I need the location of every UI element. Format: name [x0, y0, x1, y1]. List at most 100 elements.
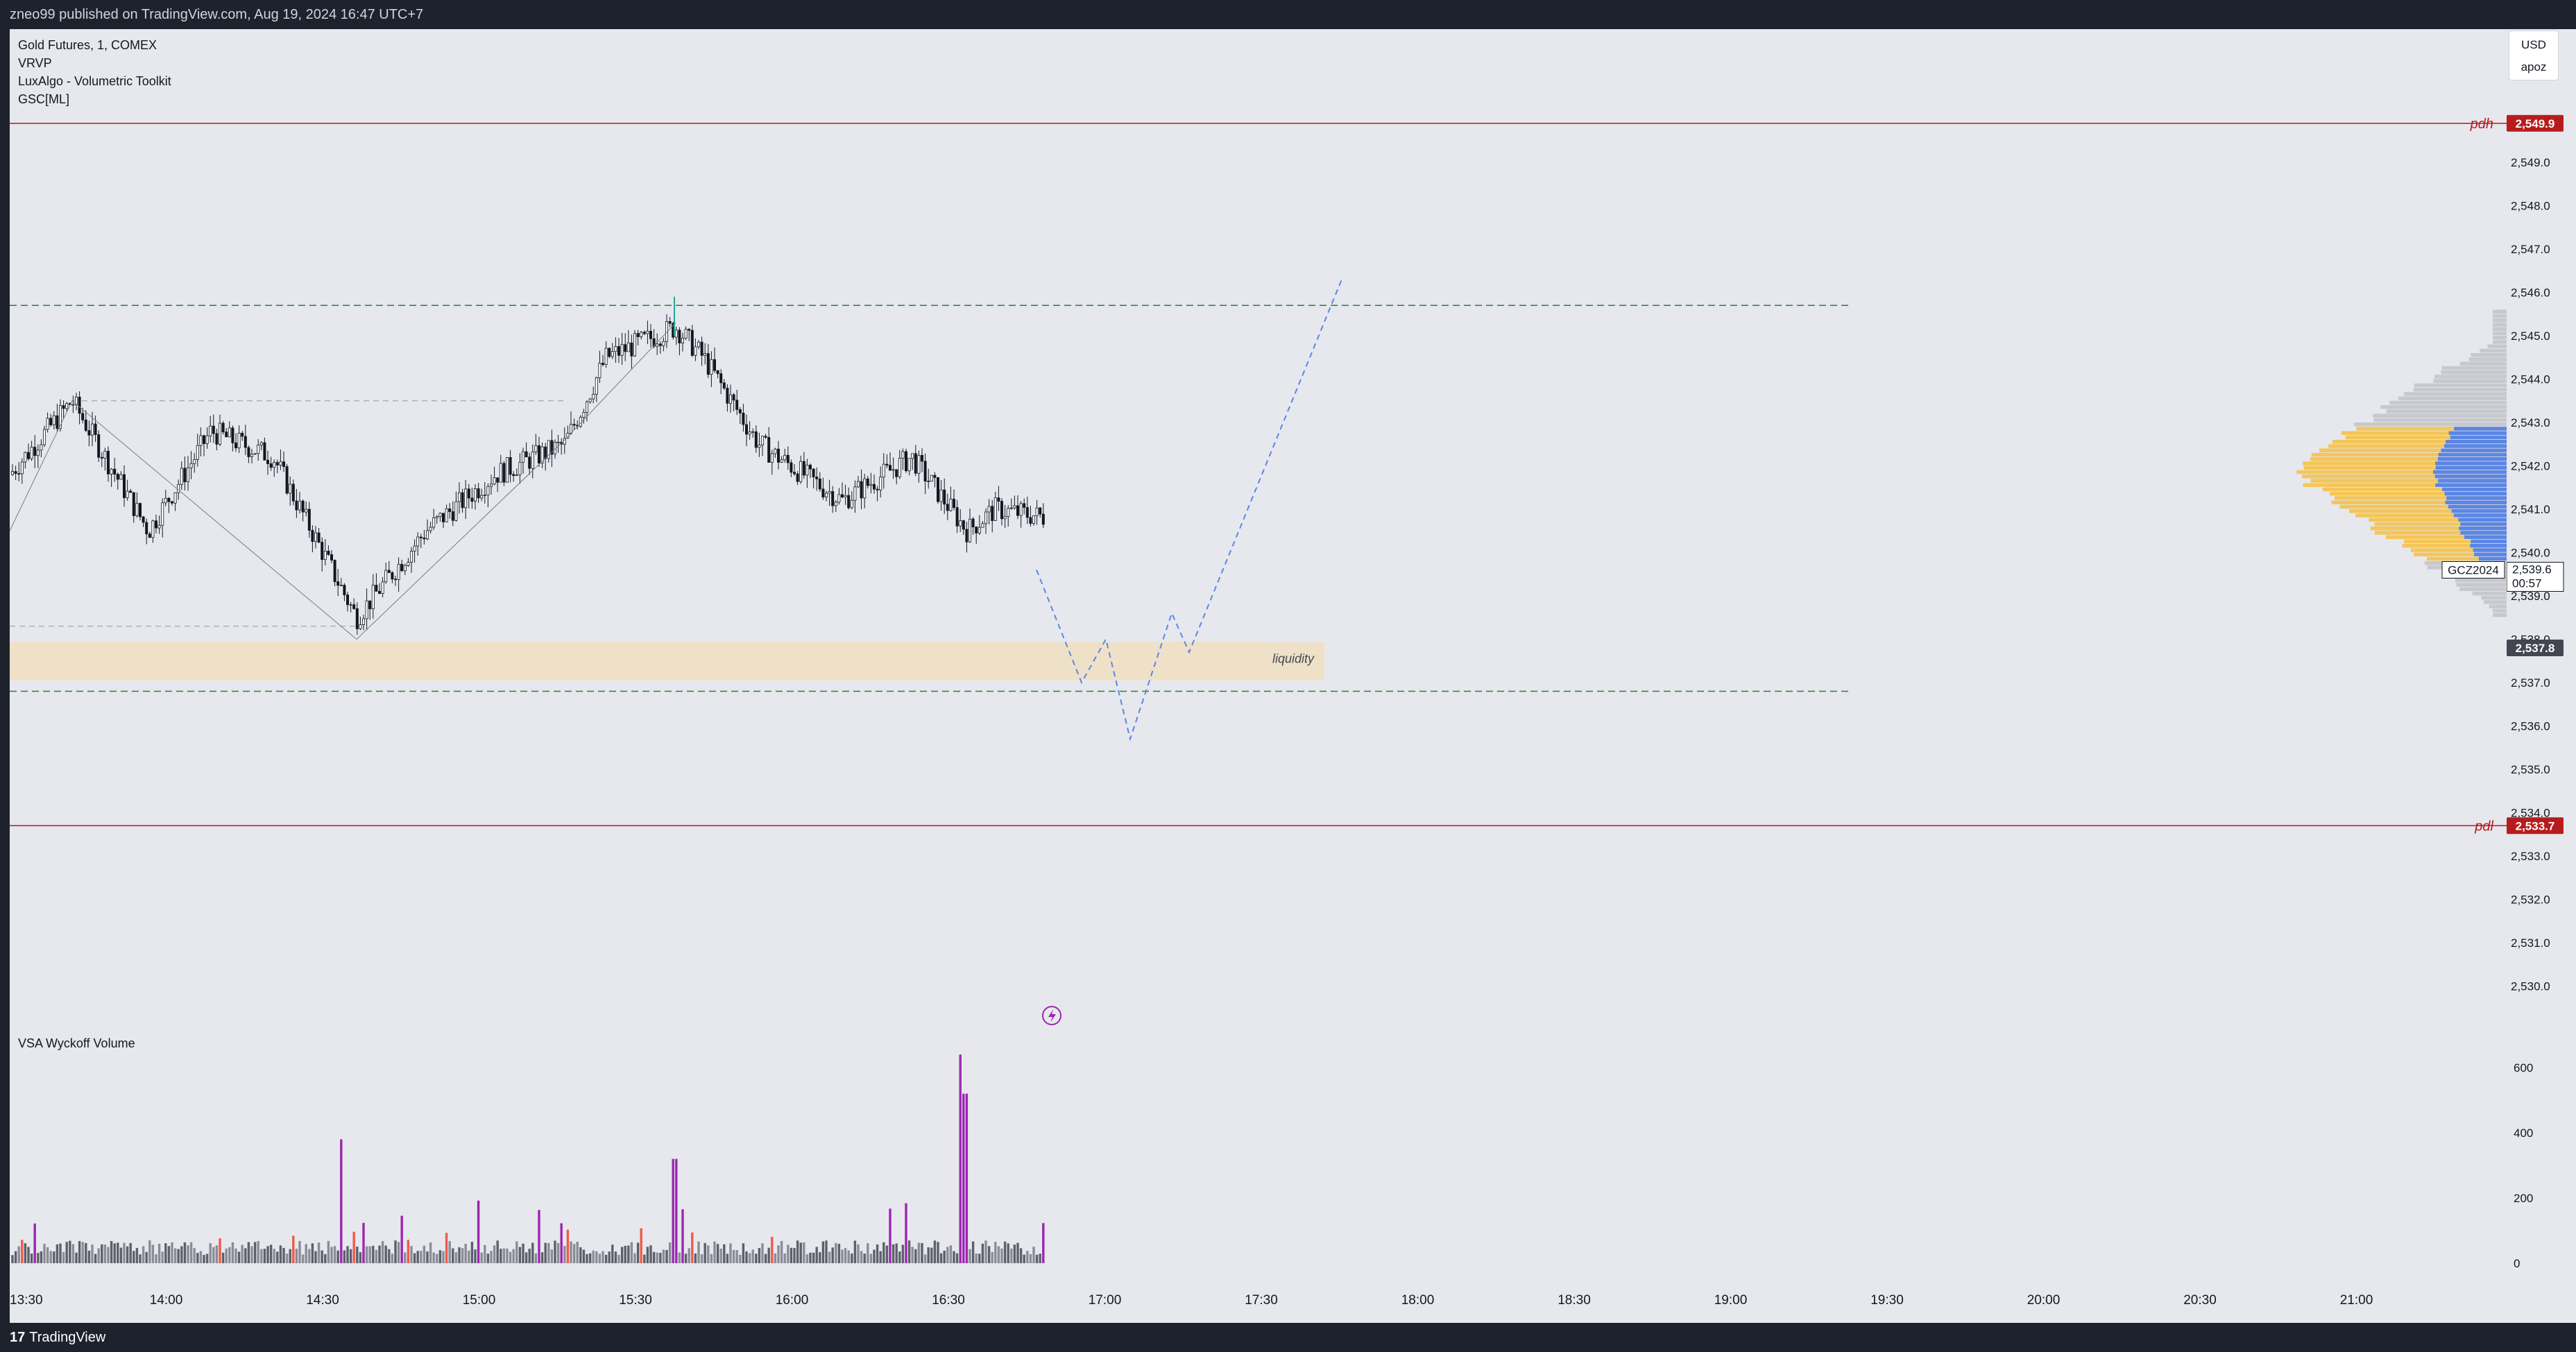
candle-body — [556, 441, 560, 443]
candle-body — [1041, 513, 1045, 525]
vrvp-bar — [2487, 344, 2507, 348]
vrvp-bar-blue — [2451, 509, 2507, 513]
volume-bar — [550, 1249, 554, 1263]
volume-bar — [225, 1248, 228, 1263]
candle-body — [719, 373, 723, 384]
legend-luxalgo[interactable]: LuxAlgo - Volumetric Toolkit — [18, 74, 171, 88]
vrvp-bar — [2319, 448, 2507, 452]
candle-body — [921, 454, 924, 462]
price-axis[interactable]: 2,549.0 2,548.0 2,547.0 2,546.0 2,545.0 2,544… — [2506, 29, 2576, 1323]
vrvp-bar-blue — [2448, 431, 2507, 435]
tradingview-logo[interactable]: 17 TradingView — [10, 1323, 105, 1352]
pdh-price-tag-bg — [2507, 114, 2564, 132]
candle-body — [138, 503, 142, 517]
candle-body — [499, 463, 502, 483]
candle-body — [841, 494, 844, 497]
vrvp-bar — [2353, 422, 2507, 427]
vrvp-bar — [2339, 504, 2507, 509]
vrvp-bar — [2493, 314, 2507, 318]
footer-bar: 17 TradingView — [0, 1323, 2576, 1352]
volume-bar — [75, 1252, 78, 1263]
volume-bar — [336, 1250, 339, 1263]
candle-body — [269, 463, 273, 468]
volume-bar — [266, 1246, 269, 1263]
legend-vrvp[interactable]: VRVP — [18, 56, 52, 70]
volume-bar — [1013, 1244, 1016, 1263]
candle-body — [799, 461, 803, 482]
volume-bar — [110, 1240, 113, 1263]
candle-body — [1032, 515, 1036, 524]
legend-symbol[interactable]: Gold Futures, 1, COMEX — [18, 38, 157, 52]
candle-body — [959, 520, 962, 527]
price-tick: 2,547.0 — [2511, 243, 2550, 256]
pdh-price-tag: 2,549.9 — [2516, 117, 2555, 130]
candle-body — [831, 491, 835, 506]
vrvp-bar-blue — [2454, 427, 2507, 431]
candle-body — [298, 500, 301, 511]
volume-bar — [391, 1253, 394, 1263]
currency-selector[interactable]: USD apoz — [2509, 31, 2559, 80]
volume-bar — [273, 1249, 275, 1263]
candle-body — [1039, 507, 1042, 515]
candle-body — [512, 474, 515, 477]
chart-pane[interactable]: liquidity pdh pdl 13:30 14:00 14:30 15:00 15:30… — [10, 29, 2507, 1323]
candle-body — [946, 504, 949, 511]
volume-bar — [330, 1247, 333, 1263]
volume-bar — [758, 1248, 761, 1263]
candle-body — [426, 530, 429, 540]
vrvp-bar-blue — [2460, 531, 2507, 535]
volume-tick: 200 — [2514, 1192, 2533, 1205]
price-tick: 2,532.0 — [2511, 893, 2550, 907]
volume-bar — [432, 1252, 435, 1263]
vrvp-bar-blue — [2434, 474, 2507, 479]
volume-bar — [512, 1249, 515, 1263]
time-tick: 14:30 — [306, 1293, 339, 1308]
current-price: 2,539.6 — [2512, 563, 2552, 576]
vrvp-bar — [2386, 409, 2507, 413]
marker-price-tag-bg — [2507, 640, 2564, 656]
candle-body — [241, 433, 244, 437]
volume-pane-title[interactable]: VSA Wyckoff Volume — [18, 1036, 135, 1050]
candle-body — [355, 608, 359, 629]
volume-bar — [652, 1251, 656, 1263]
candle-body — [321, 542, 324, 561]
candle-body — [933, 474, 937, 478]
volume-bar — [49, 1251, 52, 1263]
volume-bar — [777, 1245, 780, 1263]
volume-bar — [723, 1244, 726, 1263]
candle-body — [103, 450, 107, 459]
volume-bar — [285, 1253, 289, 1263]
candle-body — [905, 451, 908, 472]
vrvp-bar — [2356, 427, 2507, 431]
volume-bar — [189, 1242, 193, 1263]
volume-bar — [969, 1249, 971, 1263]
volume-bar — [452, 1248, 454, 1263]
legend-gsc[interactable]: GSC[ML] — [18, 92, 70, 106]
volume-bar — [636, 1242, 640, 1263]
volume-bar — [726, 1253, 729, 1263]
volume-bar — [681, 1209, 684, 1263]
candle-body — [215, 433, 219, 445]
candle-body — [923, 461, 927, 481]
price-axis-canvas[interactable]: 2,549.0 2,548.0 2,547.0 2,546.0 2,545.0 2,544… — [2506, 29, 2576, 1323]
volume-bar — [1023, 1254, 1025, 1263]
volume-bar — [620, 1247, 624, 1263]
candle-body — [361, 618, 365, 625]
candle-body — [860, 481, 863, 499]
volume-bar — [448, 1241, 451, 1263]
volume-bar — [930, 1247, 933, 1263]
candle-body — [617, 346, 621, 356]
chart-canvas[interactable]: liquidity pdh pdl 13:30 14:00 14:30 15:00 15:30… — [10, 29, 2507, 1323]
vrvp-bar-blue — [2446, 496, 2507, 500]
vrvp-bar — [2441, 366, 2507, 370]
volume-bar — [416, 1251, 419, 1263]
candle-body — [359, 624, 362, 629]
candle-body — [142, 516, 145, 523]
candle-body — [244, 436, 247, 448]
candle-body — [84, 419, 87, 431]
vrvp-bar — [2493, 336, 2507, 340]
volume-bar — [595, 1251, 598, 1263]
price-tick: 2,545.0 — [2511, 330, 2550, 343]
vrvp-bar — [2493, 340, 2507, 344]
volume-bar — [340, 1139, 343, 1263]
